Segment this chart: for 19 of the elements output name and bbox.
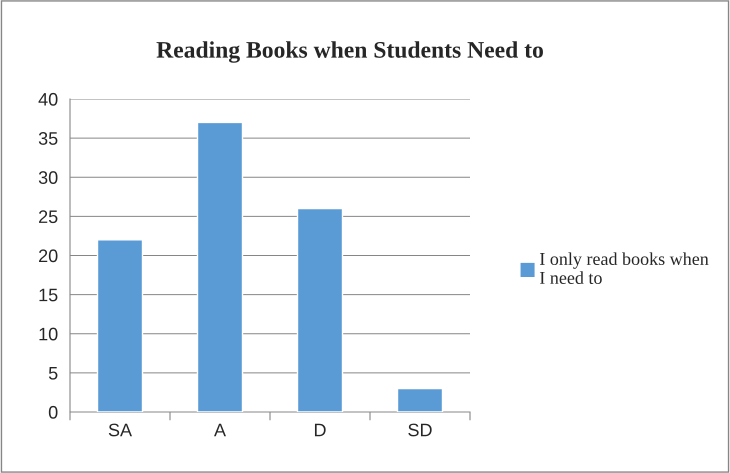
x-tick-label: A bbox=[214, 424, 226, 436]
y-tick-label: 10 bbox=[39, 328, 58, 340]
y-tick-label: 5 bbox=[48, 366, 58, 380]
chart-title: Reading Books when Students Need to bbox=[156, 41, 543, 63]
y-tick-label: 35 bbox=[38, 132, 58, 145]
bar bbox=[396, 388, 444, 412]
x-tick-label: D bbox=[314, 424, 326, 436]
x-tick-label: SD bbox=[408, 424, 432, 436]
y-tick-label: 15 bbox=[39, 288, 58, 302]
y-tick-label: 30 bbox=[38, 171, 58, 184]
x-tick-label: SA bbox=[108, 424, 132, 436]
bar bbox=[196, 122, 244, 412]
y-tick-label: 20 bbox=[39, 249, 58, 262]
bar bbox=[296, 208, 344, 412]
bar bbox=[96, 239, 144, 412]
legend-label: I only read books when I need to bbox=[540, 252, 709, 284]
y-tick-label: 0 bbox=[48, 406, 58, 419]
y-tick-label: 40 bbox=[38, 92, 58, 106]
y-tick-label: 25 bbox=[39, 210, 58, 224]
